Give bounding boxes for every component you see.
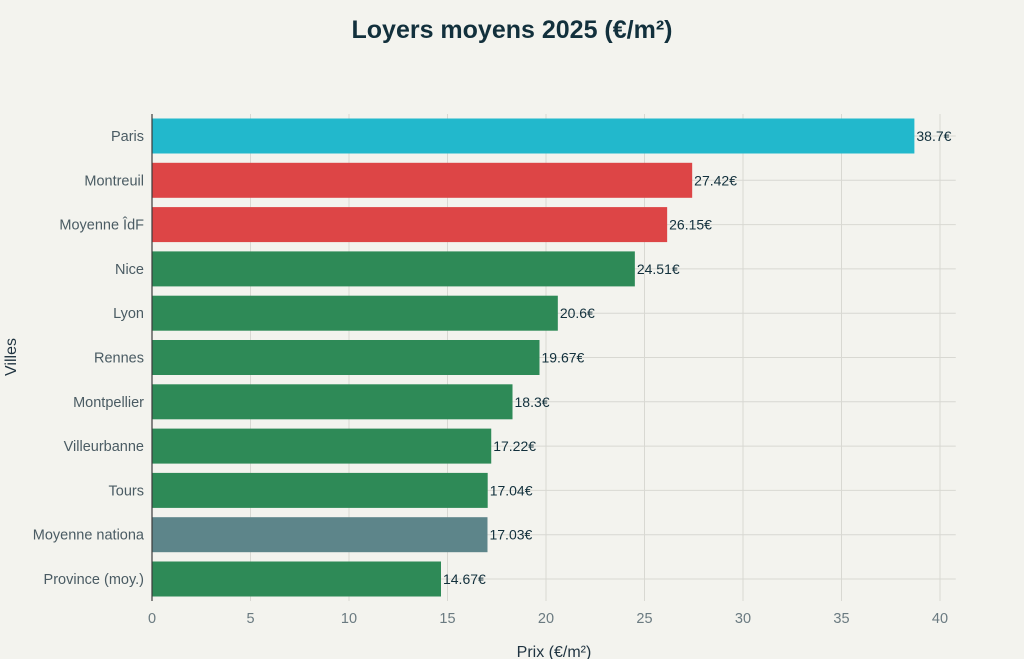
value-label: 18.3€ [515, 394, 550, 410]
x-tick-label: 35 [833, 611, 849, 627]
bar [152, 561, 441, 597]
category-label: Villeurbanne [64, 439, 144, 455]
category-label: Lyon [113, 306, 144, 322]
bar [152, 428, 492, 464]
x-tick-label: 10 [341, 611, 357, 627]
category-label: Tours [109, 483, 144, 499]
value-label: 17.22€ [493, 438, 536, 454]
x-axis-title: Prix (€/m²) [517, 644, 592, 659]
category-label: Moyenne ÎdF [59, 217, 144, 234]
value-label: 24.51€ [637, 261, 680, 277]
category-label: Montreuil [84, 173, 144, 189]
category-label: Paris [111, 129, 144, 145]
category-label: Province (moy.) [44, 572, 144, 588]
category-label: Rennes [94, 351, 144, 367]
bar [152, 295, 558, 331]
x-tick-labels: 0 5 10 15 20 25 30 35 40 [148, 611, 948, 627]
value-label: 14.67€ [443, 571, 486, 587]
bar [152, 207, 668, 243]
bar [152, 517, 488, 553]
category-label: Moyenne nationa [33, 528, 145, 544]
category-label: Nice [115, 262, 144, 278]
value-label: 26.15€ [669, 217, 712, 233]
x-tick-label: 30 [735, 611, 751, 627]
value-labels: 38.7€ 27.42€ 26.15€ 24.51€ 20.6€ 19.67€ 18.3€ 1… [443, 128, 952, 587]
x-tick-label: 15 [439, 611, 455, 627]
value-label: 27.42€ [694, 172, 737, 188]
bar [152, 251, 635, 287]
value-label: 17.03€ [489, 527, 532, 543]
x-tick-label: 20 [538, 611, 554, 627]
bar [152, 340, 540, 375]
value-label: 19.67€ [541, 350, 584, 366]
chart-title: Loyers moyens 2025 (€/m²) [352, 16, 673, 44]
value-label: 20.6€ [560, 305, 595, 321]
y-axis-title: Villes [3, 338, 20, 376]
value-label: 17.04€ [490, 482, 533, 498]
x-tick-label: 40 [932, 611, 948, 627]
x-tick-label: 25 [636, 611, 652, 627]
value-label: 38.7€ [916, 128, 951, 144]
category-labels: Paris Montreuil Moyenne ÎdF Nice Lyon Rennes M… [33, 129, 145, 588]
bar [152, 118, 915, 154]
bars [152, 118, 915, 597]
category-label: Montpellier [73, 395, 144, 411]
x-tick-label: 5 [246, 611, 254, 627]
bar [152, 162, 693, 198]
bar [152, 384, 513, 420]
bar [152, 472, 488, 508]
x-tick-label: 0 [148, 611, 156, 627]
